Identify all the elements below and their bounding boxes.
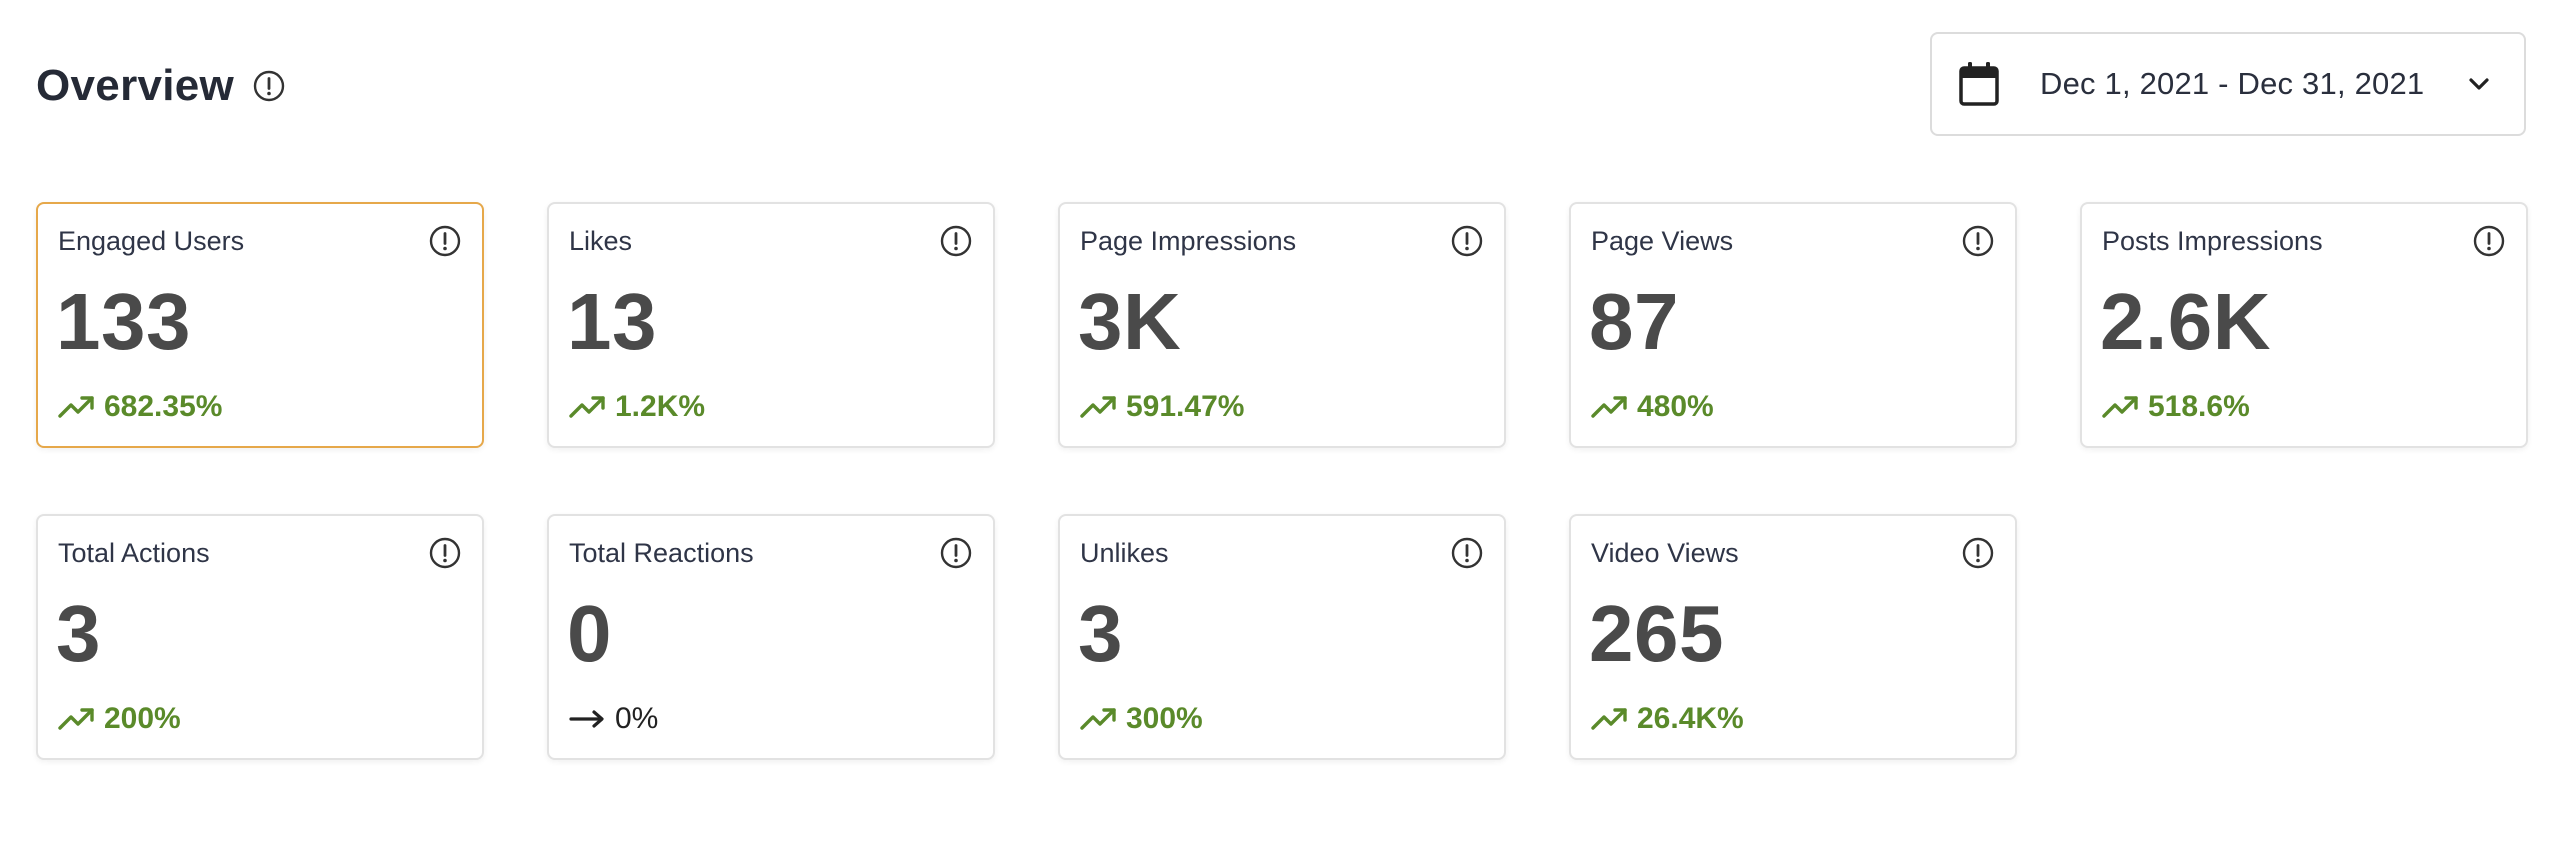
metric-label: Page Views — [1591, 226, 1734, 256]
metric-label: Posts Impressions — [2102, 226, 2323, 256]
change-percent: 591.47% — [1126, 390, 1245, 423]
metric-label: Page Impressions — [1080, 226, 1297, 256]
info-circle-icon[interactable] — [939, 224, 973, 258]
metric-change: 200% — [58, 702, 181, 736]
calendar-icon — [1958, 61, 2000, 107]
metric-change: 1.2K% — [569, 390, 705, 424]
change-percent: 300% — [1126, 702, 1203, 735]
trending-up-icon — [1080, 394, 1118, 420]
metric-card-posts-impressions[interactable]: Posts Impressions 2.6K 518.6% — [2080, 202, 2528, 448]
metric-label: Engaged Users — [58, 226, 245, 256]
chevron-down-icon — [2464, 69, 2494, 99]
metric-card-total-reactions[interactable]: Total Reactions 0 0% — [547, 514, 995, 760]
info-circle-icon[interactable] — [1961, 536, 1995, 570]
info-circle-icon[interactable] — [1450, 536, 1484, 570]
metric-label: Total Actions — [58, 538, 210, 568]
metric-label: Likes — [569, 226, 633, 256]
info-circle-icon[interactable] — [428, 224, 462, 258]
metric-change: 518.6% — [2102, 390, 2250, 424]
info-circle-icon[interactable] — [1961, 224, 1995, 258]
metric-card-page-impressions[interactable]: Page Impressions 3K 591.47% — [1058, 202, 1506, 448]
change-percent: 682.35% — [104, 390, 223, 423]
metric-value: 265 — [1589, 589, 1724, 678]
date-range-picker[interactable]: Dec 1, 2021 - Dec 31, 2021 — [1930, 32, 2526, 136]
change-percent: 1.2K% — [615, 390, 706, 423]
info-circle-icon[interactable] — [2472, 224, 2506, 258]
metric-value: 3 — [1078, 589, 1123, 678]
metric-value: 0 — [567, 589, 612, 678]
overview-header: Overview — [36, 56, 286, 116]
info-circle-icon[interactable] — [252, 69, 286, 103]
trending-up-icon — [2102, 394, 2140, 420]
trending-up-icon — [58, 394, 96, 420]
metric-card-unlikes[interactable]: Unlikes 3 300% — [1058, 514, 1506, 760]
change-percent: 26.4K% — [1637, 702, 1744, 735]
page-title: Overview — [36, 61, 235, 110]
metric-label: Unlikes — [1080, 538, 1169, 568]
metric-change: 26.4K% — [1591, 702, 1744, 736]
metric-change: 682.35% — [58, 390, 222, 424]
metric-label: Video Views — [1591, 538, 1739, 568]
change-percent: 518.6% — [2148, 390, 2250, 423]
metric-label: Total Reactions — [569, 538, 754, 568]
metric-value: 87 — [1589, 277, 1679, 366]
info-circle-icon[interactable] — [1450, 224, 1484, 258]
metric-change: 480% — [1591, 390, 1714, 424]
metric-change: 591.47% — [1080, 390, 1244, 424]
metric-value: 13 — [567, 277, 657, 366]
info-circle-icon[interactable] — [428, 536, 462, 570]
metric-change: 0% — [569, 702, 658, 736]
metric-card-page-views[interactable]: Page Views 87 480% — [1569, 202, 2017, 448]
metric-card-engaged-users[interactable]: Engaged Users 133 682.35% — [36, 202, 484, 448]
date-range-label: Dec 1, 2021 - Dec 31, 2021 — [2040, 66, 2425, 101]
metric-value: 2.6K — [2100, 277, 2271, 366]
trending-up-icon — [58, 706, 96, 732]
change-percent: 0% — [615, 702, 659, 735]
trending-up-icon — [1591, 394, 1629, 420]
metric-value: 133 — [56, 277, 191, 366]
trending-up-icon — [1591, 706, 1629, 732]
arrow-right-icon — [569, 706, 607, 732]
metric-card-likes[interactable]: Likes 13 1.2K% — [547, 202, 995, 448]
change-percent: 480% — [1637, 390, 1714, 423]
metric-card-total-actions[interactable]: Total Actions 3 200% — [36, 514, 484, 760]
metric-value: 3 — [56, 589, 101, 678]
metric-card-video-views[interactable]: Video Views 265 26.4K% — [1569, 514, 2017, 760]
metric-change: 300% — [1080, 702, 1203, 736]
metric-value: 3K — [1078, 277, 1182, 366]
info-circle-icon[interactable] — [939, 536, 973, 570]
trending-up-icon — [1080, 706, 1118, 732]
trending-up-icon — [569, 394, 607, 420]
change-percent: 200% — [104, 702, 181, 735]
